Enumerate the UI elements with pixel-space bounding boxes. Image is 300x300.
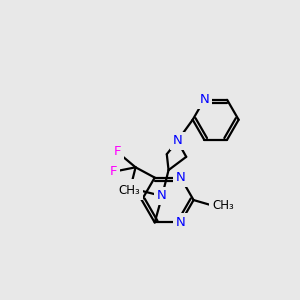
Text: CH₃: CH₃ xyxy=(212,199,234,212)
Text: N: N xyxy=(157,190,167,202)
Text: F: F xyxy=(110,165,117,178)
Text: F: F xyxy=(114,146,121,158)
Text: N: N xyxy=(172,134,182,147)
Text: F: F xyxy=(127,182,134,195)
Text: N: N xyxy=(176,216,185,229)
Text: N: N xyxy=(199,93,209,106)
Text: N: N xyxy=(176,171,185,184)
Text: CH₃: CH₃ xyxy=(119,184,141,197)
